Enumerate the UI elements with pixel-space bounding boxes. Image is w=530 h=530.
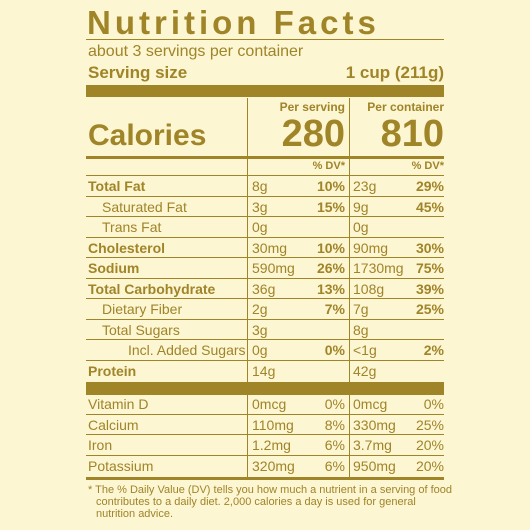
per-container-amount: 330mg — [353, 416, 396, 433]
calories-label: Calories — [88, 119, 207, 152]
rule — [86, 156, 444, 159]
per-container-dv: 0% — [423, 396, 444, 412]
per-container-amount: 23g — [353, 178, 377, 194]
nutrient-name: Dietary Fiber — [102, 301, 183, 317]
per-container-amount: 1730mg — [353, 260, 404, 276]
per-serving-dv: 6% — [324, 457, 345, 474]
nutrient-name: Total Carbohydrate — [88, 280, 216, 297]
per-serving-dv: 8% — [324, 416, 345, 433]
per-container-amount: 8g — [353, 321, 369, 338]
per-container-amount: 90mg — [353, 239, 389, 256]
per-serving-dv: 15% — [316, 198, 345, 215]
nutrient-name: Sodium — [88, 260, 140, 276]
nutrient-name: Total Fat — [88, 178, 146, 194]
per-container-amount: 7g — [353, 301, 369, 317]
per-serving-amount: 320mg — [252, 457, 295, 474]
per-serving-dv: 7% — [324, 301, 345, 317]
row-rule — [86, 434, 444, 435]
column-header: Per serving — [279, 100, 345, 114]
row-rule — [86, 216, 444, 217]
row-rule — [86, 175, 444, 176]
nutrient-name: Cholesterol — [88, 239, 166, 256]
title: Nutrition Facts — [87, 3, 380, 41]
dv-header: % DV* — [312, 159, 345, 172]
nutrient-name: Trans Fat — [102, 219, 162, 235]
row-rule — [86, 277, 444, 279]
thick-rule — [86, 382, 444, 395]
row-rule — [86, 318, 444, 320]
per-serving-amount: 30mg — [252, 239, 288, 256]
thick-rule — [86, 85, 444, 97]
per-container-amount: 42g — [353, 362, 377, 379]
per-serving-dv: 6% — [324, 437, 345, 453]
nutrient-name: Iron — [88, 437, 113, 453]
calories-value: 810 — [380, 113, 444, 155]
nutrient-name: Potassium — [88, 457, 154, 474]
row-rule — [86, 413, 444, 415]
per-container-amount: 3.7mg — [353, 437, 392, 453]
row-rule — [86, 393, 444, 394]
per-container-dv: 25% — [415, 416, 444, 433]
per-container-amount: 0g — [353, 219, 369, 235]
row-rule — [86, 195, 444, 197]
row-rule — [86, 257, 444, 258]
row-rule — [86, 339, 444, 340]
col-rule — [349, 98, 350, 478]
per-serving-dv: 26% — [316, 260, 345, 276]
row-rule — [86, 454, 444, 456]
per-serving-amount: 0g — [252, 342, 268, 358]
serving-size: 1 cup (211g) — [345, 62, 444, 82]
per-serving-amount: 14g — [252, 362, 276, 379]
per-serving-amount: 3g — [252, 198, 268, 215]
rule — [86, 39, 444, 40]
nutrient-name: Incl. Added Sugars — [128, 342, 246, 358]
per-container-amount: 0mcg — [353, 396, 388, 412]
row-rule — [86, 298, 444, 299]
nutrient-name: Protein — [88, 362, 137, 379]
per-container-amount: <1g — [353, 342, 377, 358]
dv-header: % DV* — [411, 159, 444, 172]
per-serving-dv: 0% — [324, 396, 345, 412]
per-container-dv: 2% — [423, 342, 444, 358]
nutrient-name: Vitamin D — [88, 396, 149, 412]
per-container-amount: 108g — [353, 280, 385, 297]
rule — [86, 477, 444, 480]
per-container-amount: 950mg — [353, 457, 396, 474]
per-container-amount: 9g — [353, 198, 369, 215]
per-container-dv: 29% — [415, 178, 444, 194]
serving-size-label: Serving size — [88, 62, 188, 82]
per-serving-dv: 10% — [316, 178, 345, 194]
row-rule — [86, 359, 444, 361]
footnote: * The % Daily Value (DV) tells you how m… — [88, 484, 452, 520]
per-container-dv: 25% — [415, 301, 444, 317]
nutrient-name: Saturated Fat — [102, 198, 187, 215]
per-container-dv: 75% — [415, 260, 444, 276]
per-serving-dv: 0% — [324, 342, 345, 358]
per-container-dv: 45% — [415, 198, 444, 215]
per-serving-dv: 13% — [316, 280, 345, 297]
calories-value: 280 — [281, 113, 345, 155]
per-serving-amount: 2g — [252, 301, 268, 317]
nutrient-name: Calcium — [88, 416, 139, 433]
per-serving-amount: 0mcg — [252, 396, 287, 412]
per-serving-amount: 110mg — [252, 416, 294, 433]
row-rule — [86, 236, 444, 238]
per-serving-amount: 1.2mg — [252, 437, 291, 453]
per-serving-amount: 8g — [252, 178, 268, 194]
per-container-dv: 20% — [415, 457, 444, 474]
per-serving-dv: 10% — [316, 239, 345, 256]
per-container-dv: 39% — [415, 280, 444, 297]
per-container-dv: 30% — [415, 239, 444, 256]
per-serving-amount: 590mg — [252, 260, 295, 276]
per-serving-amount: 0g — [252, 219, 268, 235]
per-serving-amount: 3g — [252, 321, 268, 338]
servings: about 3 servings per container — [88, 43, 304, 60]
nutrient-name: Total Sugars — [102, 321, 180, 338]
col-rule — [247, 98, 248, 478]
per-serving-amount: 36g — [252, 280, 276, 297]
column-header: Per container — [367, 100, 444, 114]
per-container-dv: 20% — [415, 437, 444, 453]
